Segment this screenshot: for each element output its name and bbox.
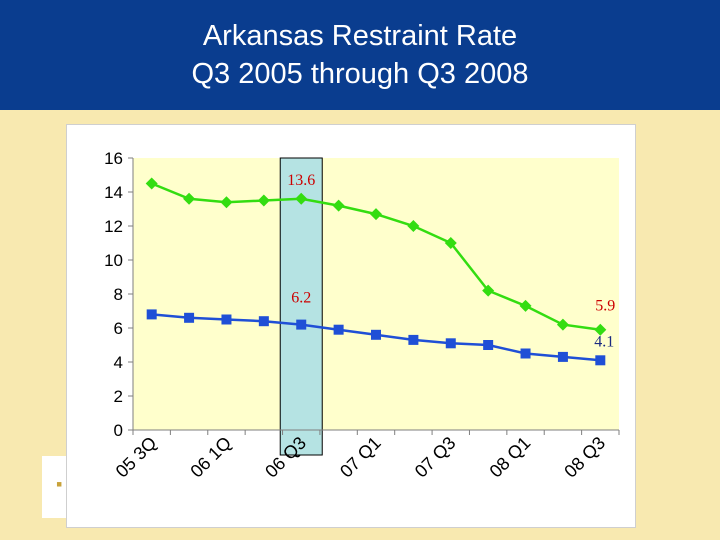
series-1-point [556,318,569,331]
series-2-point [483,340,494,350]
x-tick-label: 08 Q1 [486,433,535,482]
x-tick-label: 05 3Q [112,433,161,482]
series-1-point [482,284,495,297]
series-1-point [183,192,196,205]
x-tick-label: 08 Q3 [560,433,609,482]
x-tick-label: 07 Q1 [336,433,385,482]
data-label: 4.1 [594,333,614,350]
y-tick-label: 2 [114,387,123,406]
series-2-point [557,351,568,362]
series-2-point [595,355,606,366]
series-1-point [370,208,382,221]
series-1-point [332,199,345,212]
x-tick-label: 07 Q3 [411,433,460,482]
y-tick-label: 6 [114,319,123,338]
data-label: 6.2 [291,290,311,307]
series-2-point [333,324,344,335]
title-band: Arkansas Restraint Rate Q3 2005 through … [0,0,720,110]
series-1-point [295,192,308,205]
series-2-point [258,316,269,327]
slide-title-line-2: Q3 2005 through Q3 2008 [191,58,529,90]
series-1-point [444,237,457,249]
plot-area [133,158,619,430]
series-2-point [445,338,456,349]
series-2-point [520,348,531,359]
series-1-point [145,177,158,190]
data-label: 5.9 [595,298,615,315]
series-1-point [519,299,532,312]
y-tick-label: 8 [114,285,123,304]
series-2-point [221,314,232,325]
chart-panel: 0 2 4 6 8 10 12 14 16 05 3Q 06 1Q 06 Q3 07 Q1 07 Q3 08… [66,124,636,528]
logo-mark-icon: ▪ [56,474,63,494]
y-tick-label: 4 [114,353,123,372]
y-tick-label: 16 [104,149,123,168]
y-tick-label: 14 [104,183,123,202]
series-1-point [220,196,233,209]
y-tick-label: 0 [114,421,123,440]
data-label: 13.6 [287,172,315,189]
slide-title-line-1: Arkansas Restraint Rate [202,20,518,52]
series-2-point [296,319,307,330]
series-1-point [257,194,270,207]
y-tick-label: 10 [104,251,123,270]
series-2-point [184,312,195,323]
series-2-point [408,334,419,345]
x-tick-label: 06 1Q [186,433,235,482]
series-1-point [407,220,420,232]
y-tick-label: 12 [104,217,123,236]
series-2-point [371,329,381,340]
series-2-point [146,309,157,320]
highlight-band [279,157,323,456]
series-1-point [594,323,607,336]
